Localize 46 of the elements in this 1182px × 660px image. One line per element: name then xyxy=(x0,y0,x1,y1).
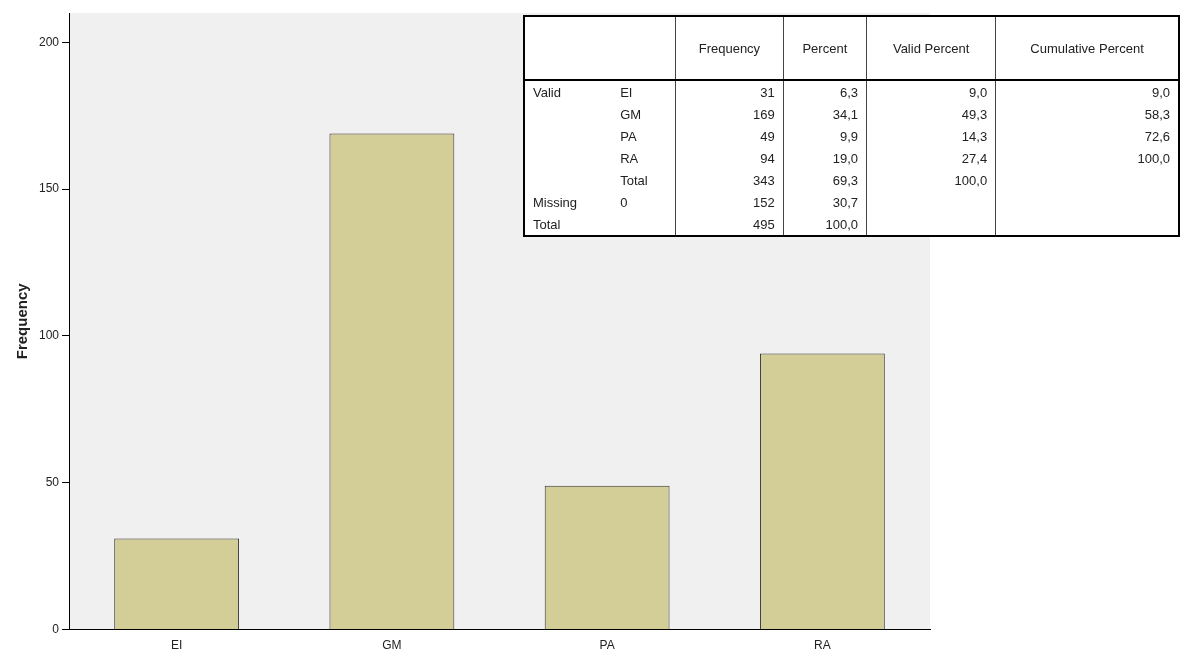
text: GM xyxy=(620,106,642,122)
x-tick-label: PA xyxy=(599,638,615,653)
text: 495 xyxy=(752,216,775,232)
y-tick-label: 50 xyxy=(45,475,60,490)
y-tick-label: 200 xyxy=(38,34,60,49)
text: RA xyxy=(620,150,639,166)
category-label: Frequency xyxy=(675,16,784,80)
text: 19,0 xyxy=(832,150,859,166)
y-tick-label: 100 xyxy=(38,328,60,343)
text: 94 xyxy=(760,150,775,166)
y-axis-title: Frequency xyxy=(13,282,31,360)
y-tick-label: 0 xyxy=(52,621,60,636)
text: 100,0 xyxy=(954,172,988,188)
text: 9,0 xyxy=(1151,84,1170,100)
text: Missing xyxy=(533,194,578,210)
x-tick-label: EI xyxy=(170,638,183,653)
text: 100,0 xyxy=(825,216,859,232)
text: 49,3 xyxy=(961,106,988,122)
y-tick-label: 150 xyxy=(38,181,60,196)
text: 6,3 xyxy=(840,84,859,100)
text: 9,0 xyxy=(969,84,988,100)
text: 9,9 xyxy=(840,128,859,144)
text: 49 xyxy=(760,128,775,144)
text: Valid xyxy=(533,84,561,100)
text: 343 xyxy=(752,172,775,188)
text: 30,7 xyxy=(832,194,859,210)
text: 100,0 xyxy=(1137,150,1170,166)
category-label: Valid Percent xyxy=(866,16,996,80)
text: 14,3 xyxy=(961,128,988,144)
text: 34,1 xyxy=(832,106,859,122)
text: 58,3 xyxy=(1144,106,1170,122)
text: Total xyxy=(533,216,561,232)
text: 72,6 xyxy=(1144,128,1170,144)
text: 69,3 xyxy=(832,172,859,188)
text: PA xyxy=(620,128,637,144)
category-label: Cumulative Percent xyxy=(995,16,1179,80)
text: 169 xyxy=(752,106,775,122)
text: Total xyxy=(620,172,648,188)
text: 31 xyxy=(760,84,775,100)
text: 27,4 xyxy=(961,150,988,166)
category-label: Percent xyxy=(783,16,867,80)
x-tick-label: RA xyxy=(814,638,831,653)
text: 152 xyxy=(752,194,775,210)
x-tick-label: GM xyxy=(382,638,402,653)
text: 0 xyxy=(620,194,628,210)
text: EI xyxy=(620,84,633,100)
